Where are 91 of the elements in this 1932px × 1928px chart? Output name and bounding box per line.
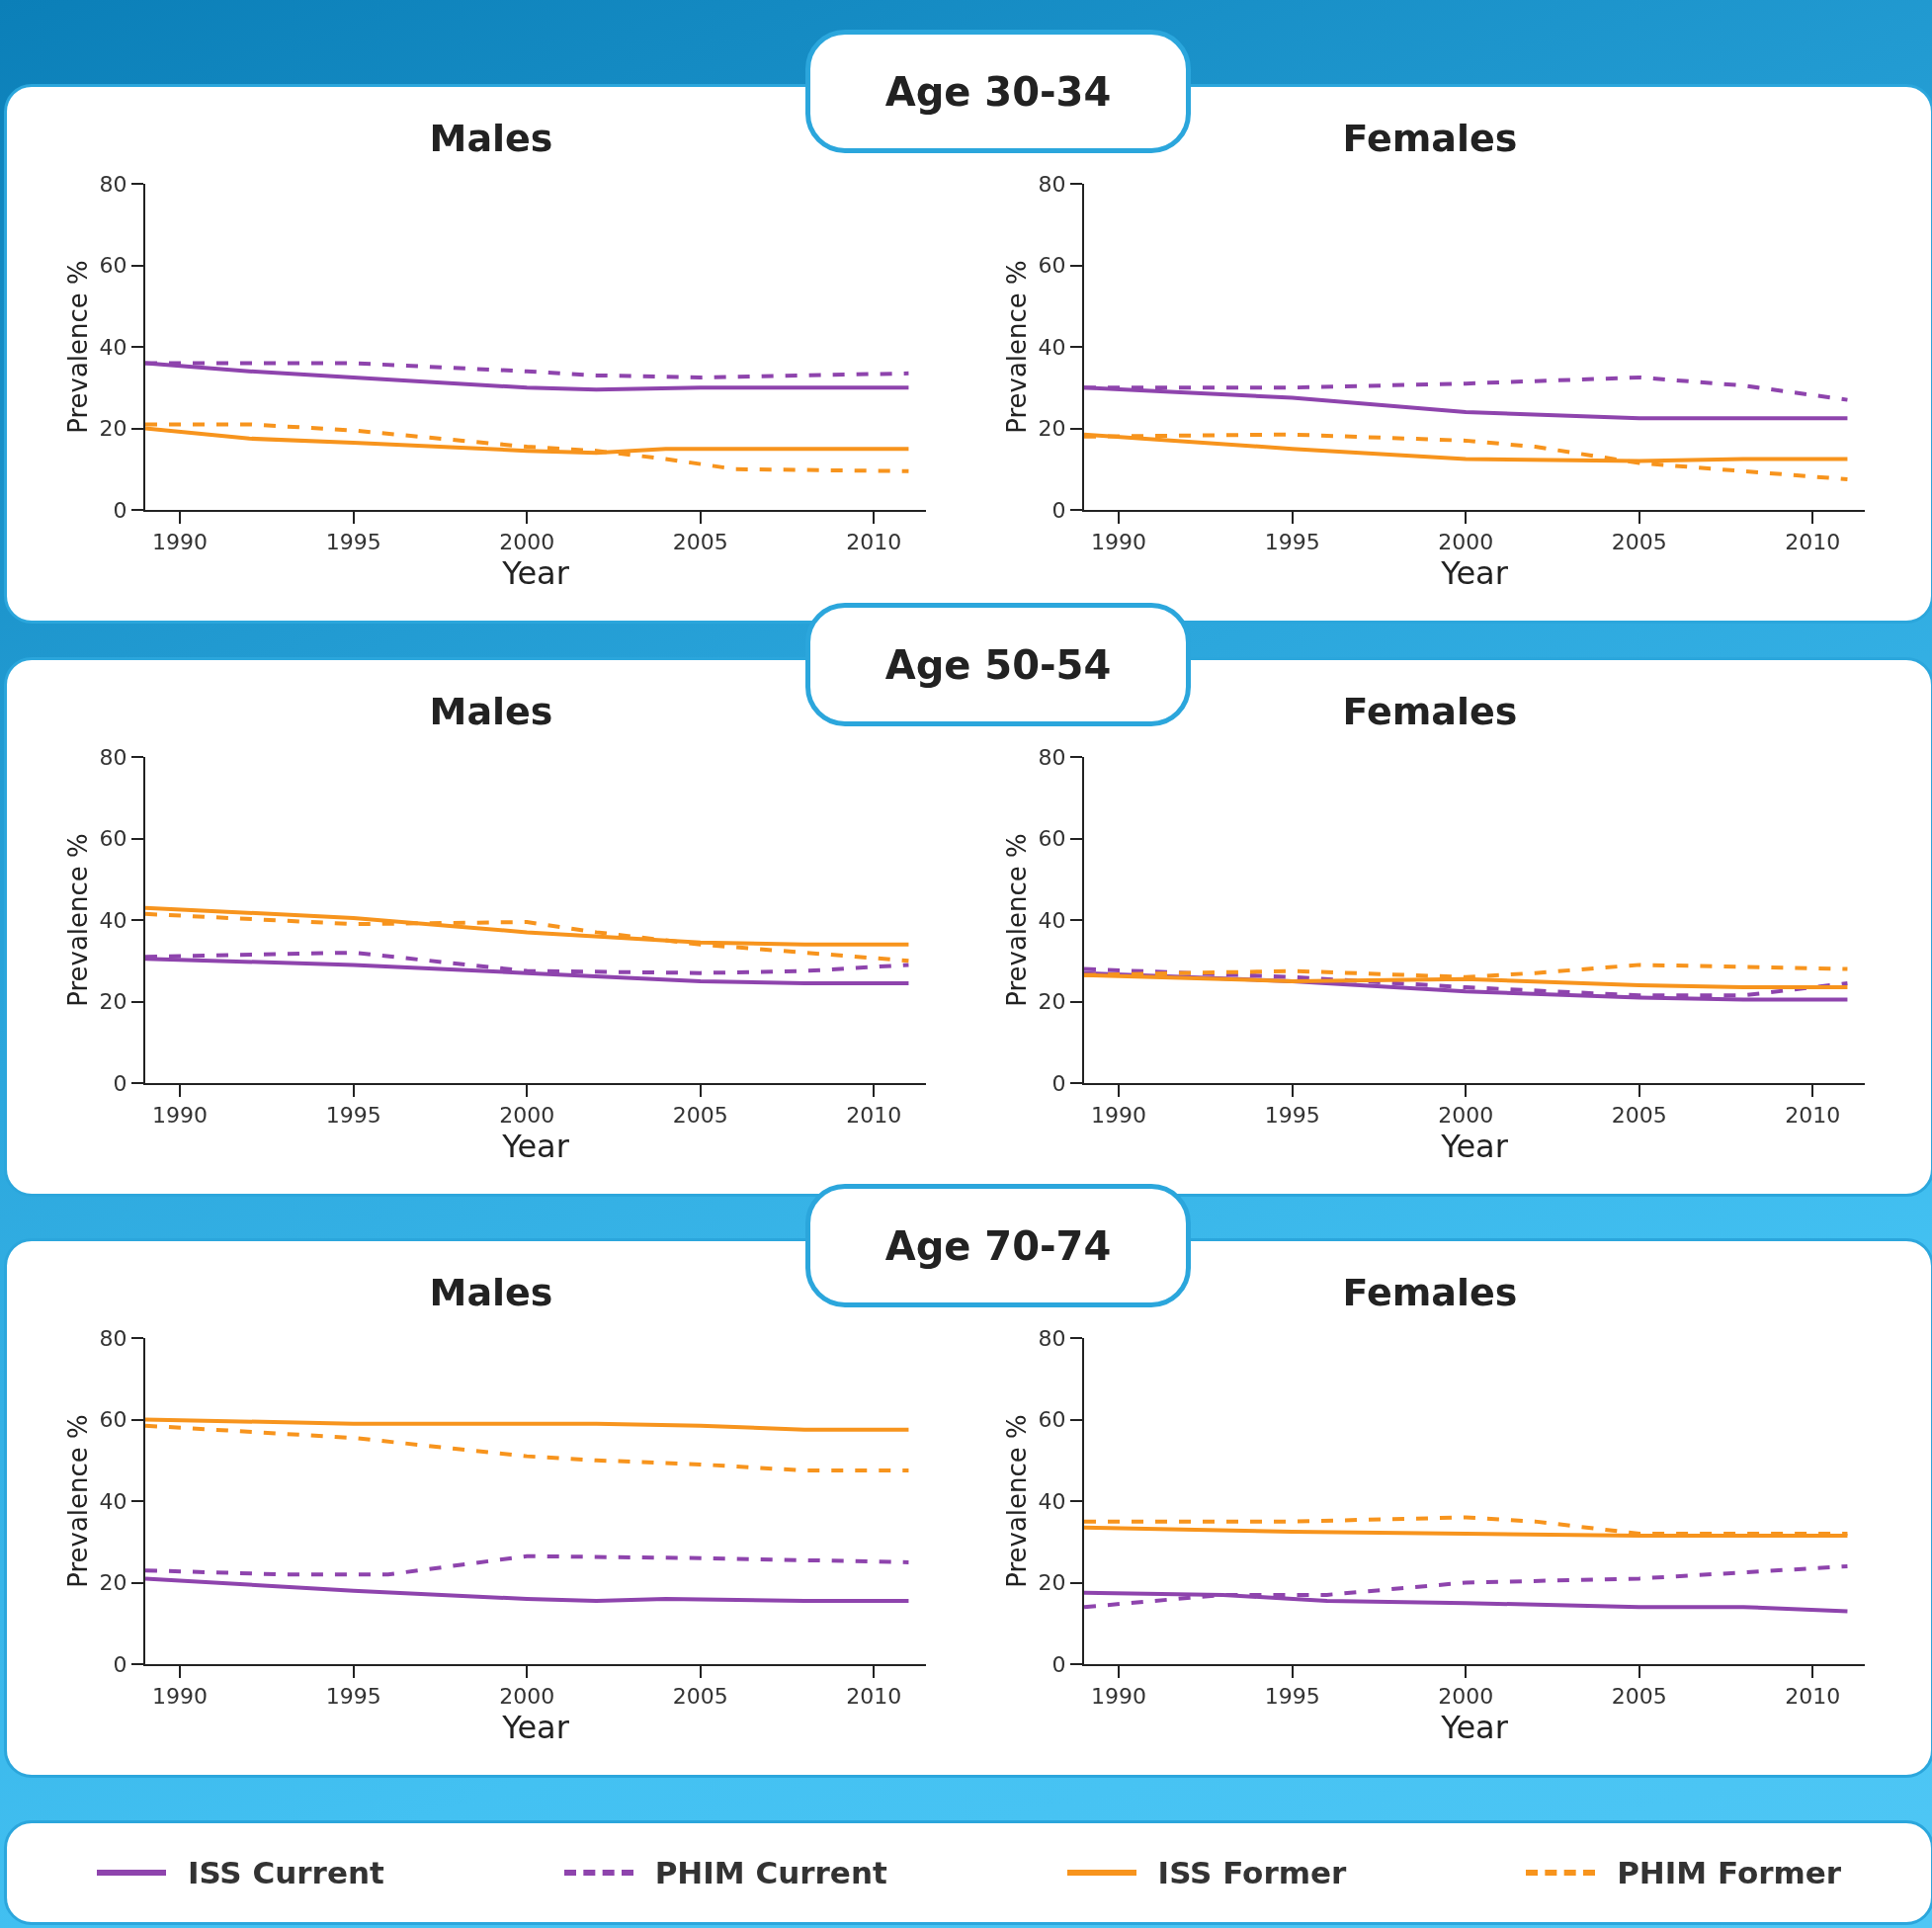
y-tick-label: 40 [99, 907, 127, 933]
chart-title: Females [1342, 1270, 1518, 1314]
x-tick-label: 1995 [1264, 1103, 1320, 1129]
chart-subtitle: Age 50-54 [805, 603, 1191, 726]
y-tick-label: 0 [113, 1651, 127, 1677]
y-axis-title: Prevalence % [63, 1414, 94, 1588]
x-axis-title: Year [1440, 1709, 1509, 1747]
x-tick-label: 2005 [672, 530, 728, 555]
y-tick-label: 0 [1051, 1070, 1066, 1096]
x-axis-title: Year [501, 1128, 570, 1166]
y-axis-title: Prevalence % [1002, 833, 1033, 1007]
y-tick-label: 80 [99, 1325, 127, 1351]
y-tick-label: 40 [99, 1488, 127, 1514]
line-series [145, 422, 911, 473]
y-tick-label: 20 [99, 1570, 127, 1596]
y-axis-title: Prevalence % [1002, 260, 1033, 434]
x-tick-label: 2000 [499, 1103, 555, 1129]
chart-title: Males [429, 116, 553, 160]
y-tick-label: 80 [1038, 171, 1066, 197]
y-tick-label: 60 [99, 1407, 127, 1433]
x-tick-label: 2010 [1785, 1684, 1841, 1710]
x-tick-label: 2000 [1438, 1103, 1494, 1129]
line-series [145, 1576, 911, 1604]
x-tick-label: 2010 [1785, 530, 1841, 555]
y-tick-label: 60 [99, 826, 127, 852]
chart-title: Males [429, 1270, 553, 1314]
x-tick-label: 1990 [1091, 530, 1147, 555]
x-tick-label: 2005 [672, 1684, 728, 1710]
x-tick-label: 2005 [1611, 1684, 1667, 1710]
y-axis-title: Prevalence % [63, 833, 94, 1007]
y-axis-title: Prevalence % [1002, 1414, 1033, 1588]
x-tick-label: 1995 [325, 1684, 381, 1710]
y-tick-label: 60 [1038, 826, 1066, 852]
y-tick-label: 80 [1038, 1325, 1066, 1351]
y-tick-label: 0 [113, 497, 127, 523]
y-tick-label: 0 [1051, 1651, 1066, 1677]
y-tick-label: 80 [1038, 744, 1066, 770]
x-tick-label: 1995 [1264, 530, 1320, 555]
y-tick-label: 20 [1038, 416, 1066, 442]
y-tick-label: 20 [1038, 1570, 1066, 1596]
legend-label: ISS Current [187, 1855, 384, 1890]
x-tick-label: 2000 [499, 530, 555, 555]
y-tick-label: 20 [99, 989, 127, 1015]
x-tick-label: 2000 [1438, 1684, 1494, 1710]
x-axis-title: Year [501, 554, 570, 593]
x-tick-label: 1990 [152, 530, 209, 555]
x-tick-label: 1990 [1091, 1684, 1147, 1710]
x-tick-label: 1995 [325, 530, 381, 555]
y-tick-label: 40 [99, 334, 127, 360]
x-axis-title: Year [1440, 554, 1509, 593]
y-tick-label: 60 [1038, 253, 1066, 279]
x-axis-title: Year [1440, 1128, 1509, 1166]
y-tick-label: 80 [99, 744, 127, 770]
x-axis-title: Year [501, 1709, 570, 1747]
line-series [145, 1417, 911, 1432]
legend-label: PHIM Former [1617, 1855, 1842, 1890]
y-tick-label: 60 [1038, 1407, 1066, 1433]
chart-title: Males [429, 689, 553, 733]
y-tick-label: 40 [1038, 1488, 1066, 1514]
x-tick-label: 1990 [152, 1103, 209, 1129]
line-series [145, 1423, 911, 1473]
x-tick-label: 2010 [846, 530, 902, 555]
chart-subtitle: Age 30-34 [805, 30, 1191, 153]
x-tick-label: 1995 [1264, 1684, 1320, 1710]
x-tick-label: 2005 [1611, 1103, 1667, 1129]
y-tick-label: 0 [1051, 497, 1066, 523]
y-axis-title: Prevalence % [63, 260, 94, 434]
y-tick-label: 20 [1038, 989, 1066, 1015]
legend-label: ISS Former [1157, 1855, 1347, 1890]
x-tick-label: 2010 [846, 1684, 902, 1710]
x-tick-label: 2005 [672, 1103, 728, 1129]
y-tick-label: 40 [1038, 334, 1066, 360]
y-tick-label: 0 [113, 1070, 127, 1096]
y-tick-label: 60 [99, 253, 127, 279]
chart-title: Females [1342, 116, 1518, 160]
x-tick-label: 2010 [1785, 1103, 1841, 1129]
line-series [1084, 1564, 1850, 1610]
legend-label: PHIM Current [654, 1855, 887, 1890]
chart-subtitle: Age 70-74 [805, 1184, 1191, 1307]
x-tick-label: 2000 [1438, 530, 1494, 555]
x-tick-label: 1995 [325, 1103, 381, 1129]
x-tick-label: 2000 [499, 1684, 555, 1710]
line-series [145, 1553, 911, 1577]
y-tick-label: 20 [99, 416, 127, 442]
x-tick-label: 2005 [1611, 530, 1667, 555]
x-tick-label: 2010 [846, 1103, 902, 1129]
x-tick-label: 1990 [1091, 1103, 1147, 1129]
y-tick-label: 40 [1038, 907, 1066, 933]
x-tick-label: 1990 [152, 1684, 209, 1710]
y-tick-label: 80 [99, 171, 127, 197]
chart-title: Females [1342, 689, 1518, 733]
